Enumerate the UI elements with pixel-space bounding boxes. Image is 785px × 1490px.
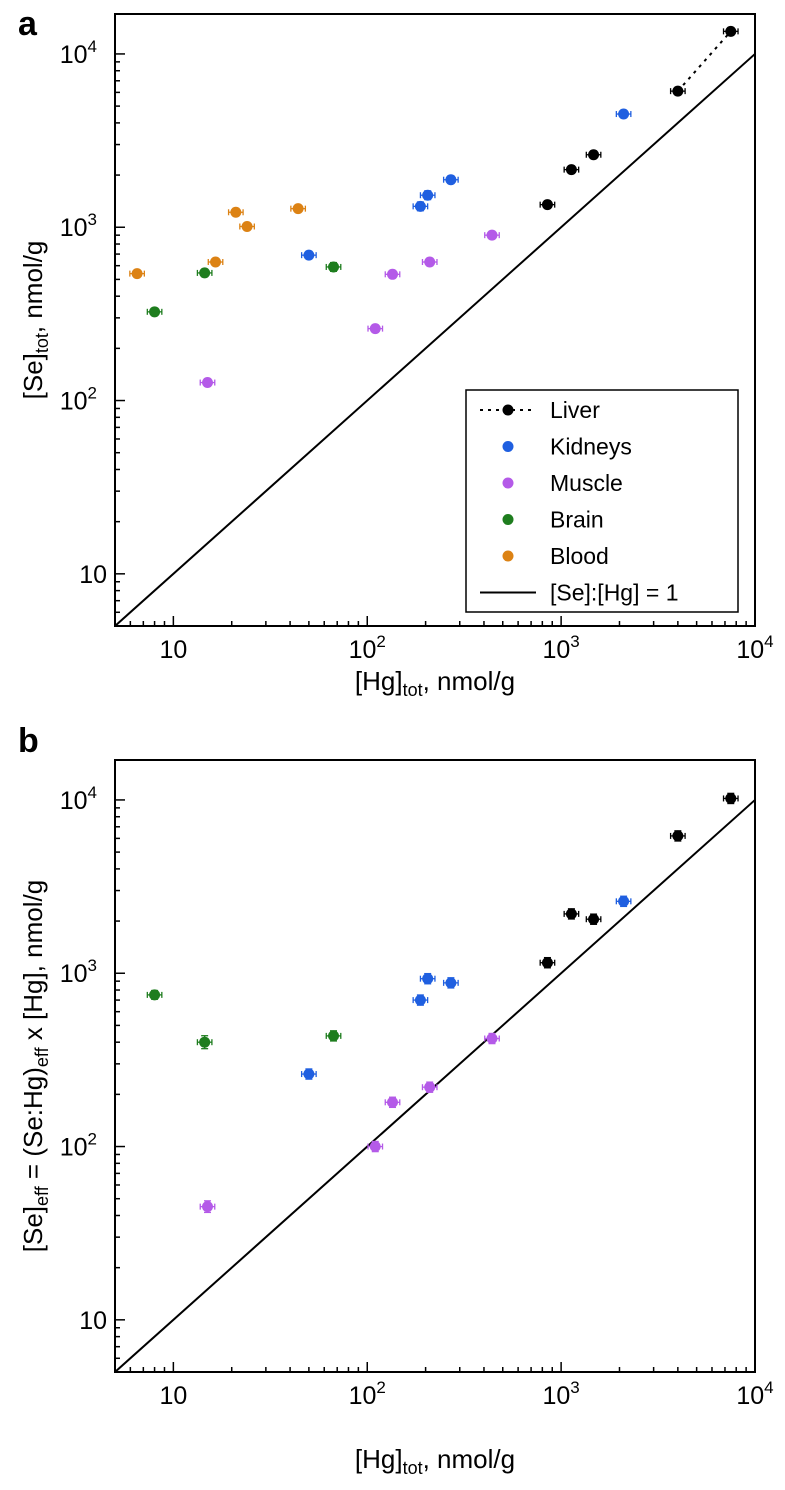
muscle-point <box>202 1201 214 1213</box>
muscle-point <box>202 377 214 389</box>
brain-point <box>199 267 211 279</box>
muscle-point <box>486 1033 498 1045</box>
liver-point <box>725 792 737 804</box>
blood-point <box>210 256 222 268</box>
liver-point <box>588 913 600 925</box>
brain-point <box>149 306 161 318</box>
muscle-point <box>369 1141 381 1153</box>
y-tick-label: 104 <box>60 783 97 815</box>
blood-point <box>131 268 143 280</box>
kidneys-point <box>422 973 434 985</box>
liver-point <box>588 149 600 161</box>
x-tick-label: 102 <box>349 1378 386 1410</box>
x-tick-label: 104 <box>736 632 773 664</box>
panel-letter-a: a <box>18 5 38 43</box>
legend-blood-marker <box>502 550 514 562</box>
brain-point <box>328 261 340 273</box>
x-tick-label: 10 <box>159 636 187 664</box>
liver-point <box>541 957 553 969</box>
kidneys-point <box>422 189 434 201</box>
legend-box <box>465 389 739 613</box>
blood-point <box>292 203 304 215</box>
x-tick-label: 103 <box>542 632 579 664</box>
reference-line <box>114 53 756 627</box>
legend-liver-label: Liver <box>550 397 600 423</box>
x-axis-label-a: [Hg]tot, nmol/g <box>355 666 515 700</box>
legend-line-label: [Se]:[Hg] = 1 <box>550 580 679 606</box>
muscle-point <box>387 268 399 280</box>
x-tick-label: 10 <box>159 1382 187 1410</box>
muscle-point <box>387 1096 399 1108</box>
x-axis-label-b: [Hg]tot, nmol/g <box>355 1444 515 1478</box>
brain-point <box>199 1036 211 1048</box>
x-tick-label: 103 <box>542 1378 579 1410</box>
legend: Liver Kidneys Muscle Brain Blood [Se]:[Hg] = … <box>465 389 739 613</box>
muscle-point <box>424 256 436 268</box>
liver-point <box>725 25 737 37</box>
kidneys-point <box>618 895 630 907</box>
muscle-point <box>486 229 498 241</box>
liver-point <box>672 830 684 842</box>
y-tick-label: 102 <box>60 384 97 416</box>
blood-point <box>230 206 242 218</box>
brain-point <box>149 989 161 1001</box>
panel-b: b [Hg]tot, nmol/g [Se]eff = (Se:Hg)eff x… <box>18 722 756 1478</box>
y-tick-label: 103 <box>60 210 97 242</box>
y-tick-label: 10 <box>79 561 107 589</box>
legend-muscle-marker <box>502 477 514 489</box>
muscle-point <box>369 323 381 335</box>
legend-liver-marker <box>502 404 514 416</box>
kidneys-point <box>303 249 315 261</box>
liver-point <box>541 199 553 211</box>
legend-brain-marker <box>502 514 514 525</box>
y-tick-label: 104 <box>60 37 97 69</box>
liver-point <box>565 164 577 176</box>
kidneys-point <box>414 994 426 1006</box>
plot-frame-a <box>114 13 756 627</box>
y-tick-label: 10 <box>79 1307 107 1335</box>
brain-point <box>328 1030 340 1042</box>
kidneys-point <box>618 108 630 120</box>
kidneys-point <box>414 200 426 212</box>
legend-blood-label: Blood <box>550 543 609 569</box>
y-axis-label-b: [Se]eff = (Se:Hg)eff x [Hg], nmol/g <box>18 880 52 1252</box>
legend-kidneys-marker <box>502 441 514 452</box>
panel-a: a [Hg]tot, nmol/g [Se]tot, nmol/g Liver K… <box>18 5 756 700</box>
y-tick-label: 103 <box>60 956 97 988</box>
liver-point <box>672 85 684 97</box>
liver-fit-line <box>677 30 732 92</box>
x-tick-label: 104 <box>736 1378 773 1410</box>
legend-brain-label: Brain <box>550 507 604 533</box>
blood-point <box>241 220 253 232</box>
kidneys-point <box>445 174 457 186</box>
x-tick-label: 102 <box>349 632 386 664</box>
kidneys-point <box>445 977 457 989</box>
y-axis-label-a: [Se]tot, nmol/g <box>18 241 52 400</box>
kidneys-point <box>303 1068 315 1080</box>
plot-frame-b <box>114 759 756 1373</box>
legend-muscle-label: Muscle <box>550 470 623 496</box>
legend-kidneys-label: Kidneys <box>550 434 632 460</box>
plot-area-a <box>114 25 756 627</box>
plot-area-b <box>114 792 756 1373</box>
muscle-point <box>424 1081 436 1093</box>
y-tick-label: 102 <box>60 1130 97 1162</box>
panel-letter-b: b <box>18 722 39 760</box>
liver-point <box>565 908 577 920</box>
